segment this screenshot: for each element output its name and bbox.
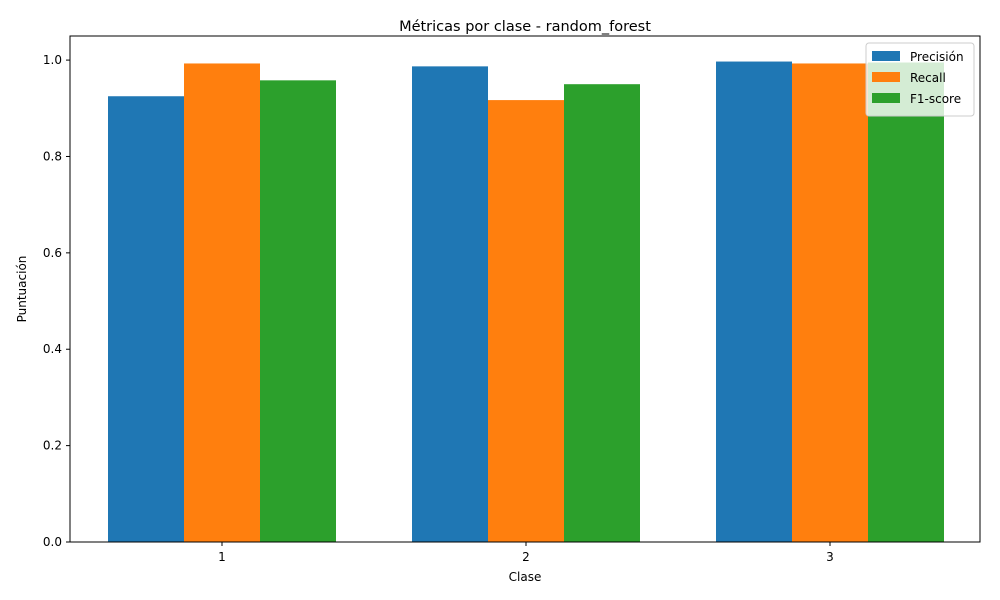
- legend-label: Precisión: [910, 50, 964, 64]
- bar-precisi-n-clase-1: [108, 96, 184, 542]
- bar-recall-clase-2: [488, 100, 564, 543]
- y-tick-label: 0.6: [43, 246, 62, 260]
- x-tick-label: 2: [522, 550, 530, 564]
- y-tick-label: 0.4: [43, 342, 62, 356]
- plot-frame: [69, 35, 981, 543]
- legend-label: Recall: [910, 71, 946, 85]
- legend-swatch: [872, 51, 900, 61]
- legend-label: F1-score: [910, 92, 961, 106]
- bar-recall-clase-1: [184, 63, 260, 543]
- x-axis-ticks: 1 2 3: [218, 542, 834, 564]
- x-axis-label: Clase: [509, 570, 542, 584]
- y-tick-label: 0.2: [43, 439, 62, 453]
- y-tick-label: 1.0: [43, 53, 62, 67]
- chart-title: Métricas por clase - random_forest: [399, 19, 651, 35]
- x-tick-label: 1: [218, 550, 226, 564]
- bar-f1-score-clase-2: [564, 84, 640, 542]
- y-tick-label: 0.8: [43, 149, 62, 163]
- bar-precisi-n-clase-2: [412, 66, 488, 543]
- bar-precisi-n-clase-3: [716, 61, 792, 542]
- y-axis-label: Puntuación: [15, 256, 29, 323]
- legend-swatch: [872, 72, 900, 82]
- bar-f1-score-clase-3: [868, 62, 944, 542]
- bar-f1-score-clase-1: [260, 80, 336, 542]
- bar-recall-clase-3: [792, 63, 868, 543]
- y-tick-label: 0.0: [43, 535, 62, 549]
- x-tick-label: 3: [826, 550, 834, 564]
- y-axis-ticks: 0.0 0.2 0.4 0.6 0.8 1.0: [43, 53, 70, 549]
- legend-swatch: [872, 93, 900, 103]
- legend: Precisión Recall F1-score: [865, 42, 975, 117]
- bars-layer: [108, 61, 944, 543]
